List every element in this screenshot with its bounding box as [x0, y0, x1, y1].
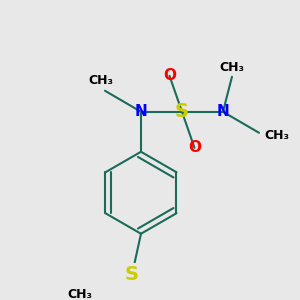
Text: CH₃: CH₃ [220, 61, 244, 74]
Text: S: S [125, 265, 139, 284]
Text: N: N [217, 104, 229, 119]
Text: CH₃: CH₃ [88, 74, 113, 87]
Text: N: N [135, 104, 147, 119]
Text: O: O [163, 68, 176, 83]
Text: CH₃: CH₃ [67, 288, 92, 300]
Text: CH₃: CH₃ [264, 129, 289, 142]
Text: O: O [188, 140, 201, 155]
Text: S: S [175, 102, 189, 121]
